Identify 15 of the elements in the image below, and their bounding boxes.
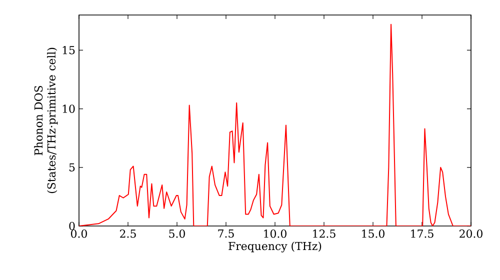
y-tick-label: 5	[69, 163, 75, 172]
x-tick-label: 10.0	[264, 230, 286, 238]
x-tick-label: 0.0	[71, 230, 87, 238]
y-tick-label: 15	[62, 46, 75, 54]
x-tick-label: 5.0	[169, 230, 185, 238]
x-tick-label: 12.5	[313, 230, 336, 238]
x-tick-label: 15.0	[362, 230, 384, 238]
y-tick-label: 10	[62, 104, 75, 113]
x-axis-title: Frequency (THz)	[228, 242, 322, 252]
x-tick-label: 7.5	[218, 230, 234, 238]
x-tick-label: 20.0	[460, 230, 482, 238]
x-tick-label: 2.5	[120, 230, 136, 238]
y-axis-title: Phonon DOS (States/THz·primitive cell)	[34, 48, 58, 194]
x-tick-label: 17.5	[411, 230, 434, 238]
y-tick-label: 0	[69, 222, 75, 230]
